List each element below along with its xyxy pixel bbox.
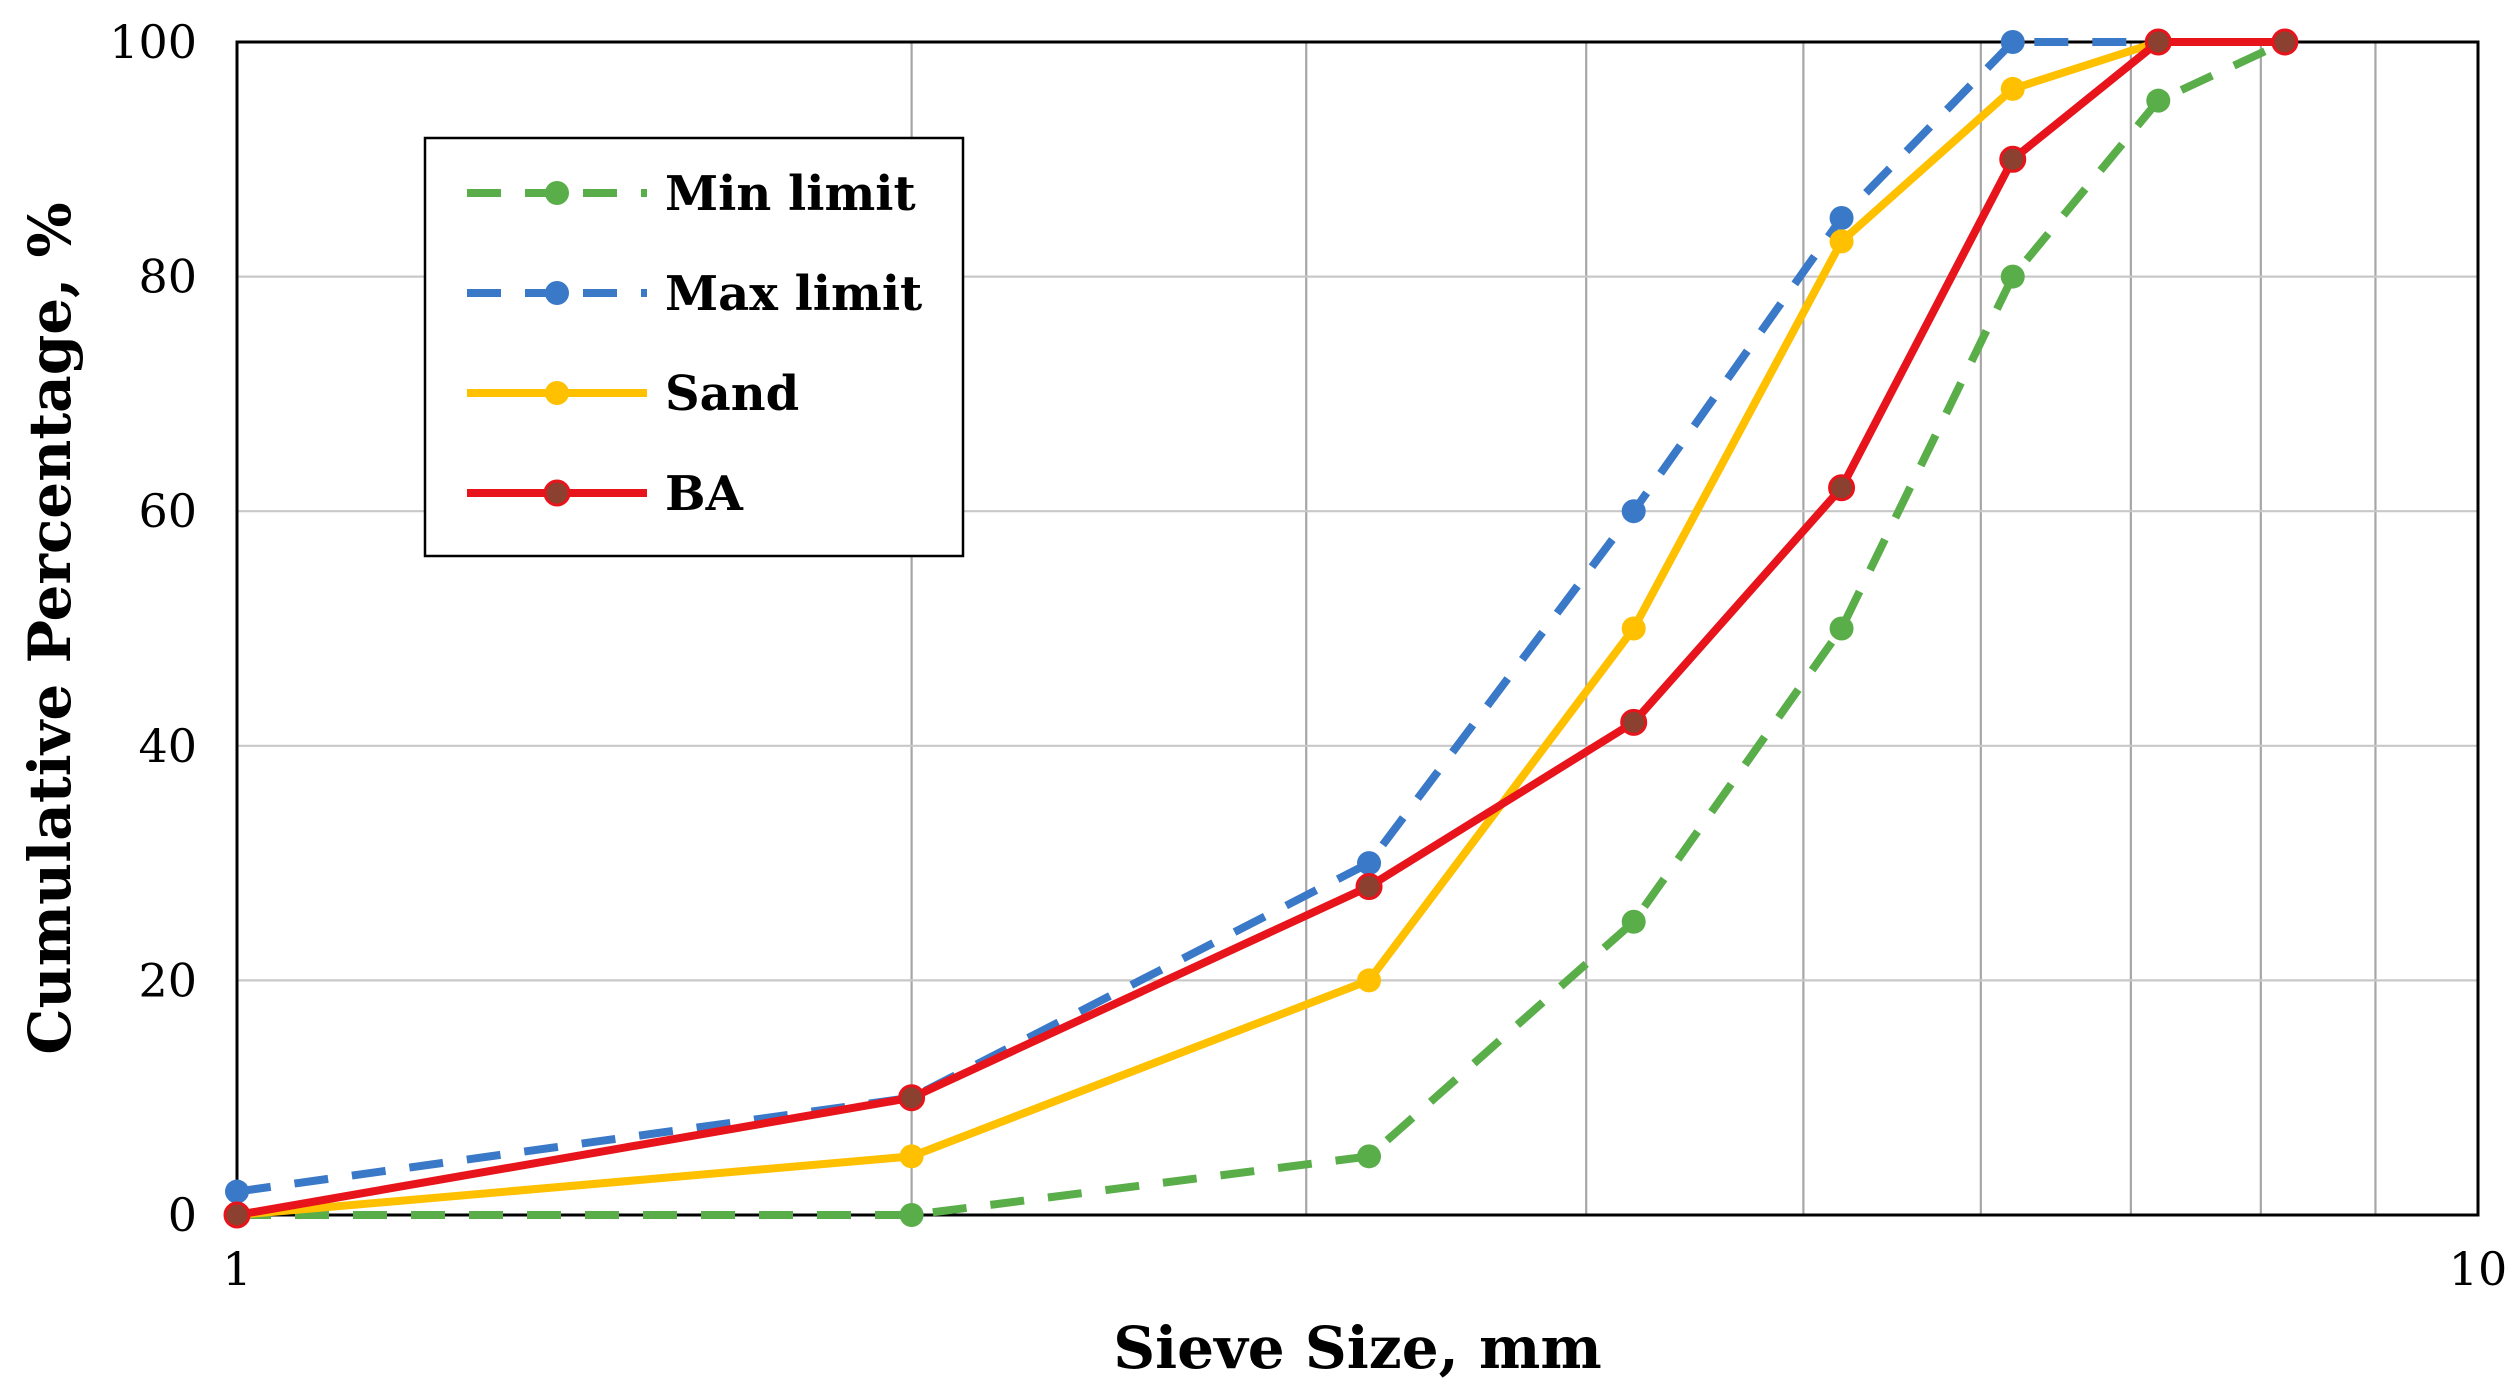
legend-marker-sand (545, 381, 569, 405)
data-point-min-limit (2000, 264, 2025, 289)
data-point-min-limit (2146, 88, 2171, 113)
data-point-min-limit (899, 1203, 924, 1227)
data-point-ba (1620, 708, 1648, 736)
data-point-min-limit (1829, 616, 1854, 641)
tick-labels: 0 20 40 60 80 100 1 10 (109, 15, 2507, 1296)
series-layer (223, 28, 2299, 1229)
legend-item-min-limit: Min limit (467, 166, 916, 222)
x-tick-label: 1 (222, 1242, 251, 1296)
legend-label-min-limit: Min limit (665, 166, 916, 222)
legend-item-ba: BA (467, 466, 744, 522)
legend-items: Min limit Max limit Sand BA (467, 166, 922, 522)
y-tick-label: 80 (138, 250, 197, 304)
data-point-max-limit (1829, 205, 1854, 230)
data-point-ba (2271, 28, 2299, 56)
data-point-min-limit (1621, 909, 1646, 934)
data-point-sand (1357, 968, 1382, 993)
legend-marker-ba (543, 479, 571, 507)
y-tick-label: 60 (138, 484, 197, 538)
legend-item-sand: Sand (467, 366, 799, 422)
legend-marker-max-limit (545, 281, 569, 305)
data-point-ba (1355, 873, 1383, 901)
data-point-max-limit (225, 1179, 249, 1204)
data-point-sand (1621, 616, 1646, 641)
data-point-ba (1828, 474, 1856, 502)
data-point-max-limit (2000, 30, 2025, 54)
legend-label-sand: Sand (665, 366, 799, 422)
data-point-sand (899, 1144, 924, 1169)
y-axis-title: Cumulative Percentage, % (16, 202, 84, 1054)
legend-label-max-limit: Max limit (665, 266, 922, 322)
data-point-ba (2144, 28, 2172, 56)
data-point-sand (1829, 229, 1854, 254)
data-point-sand (2000, 76, 2025, 101)
series-ba (223, 28, 2299, 1229)
data-point-max-limit (1357, 851, 1382, 876)
y-tick-label: 100 (109, 15, 197, 69)
data-point-ba (898, 1084, 926, 1112)
x-tick-label: 10 (2449, 1242, 2508, 1296)
legend-box (423, 136, 965, 558)
x-axis-title: Sieve Size, mm (1113, 1314, 1602, 1382)
y-tick-label: 40 (138, 719, 197, 773)
legend-marker-min-limit (545, 181, 569, 205)
data-point-max-limit (1621, 499, 1646, 524)
plot-frame (235, 40, 2480, 1217)
data-point-ba (223, 1201, 251, 1229)
data-point-min-limit (1357, 1144, 1382, 1169)
grid-lines (237, 42, 2478, 1215)
y-tick-label: 0 (168, 1188, 197, 1242)
legend-item-max-limit: Max limit (467, 266, 922, 322)
legend-label-ba: BA (665, 466, 744, 522)
series-line-ba (236, 38, 2285, 1219)
legend: Min limit Max limit Sand BA (423, 136, 965, 558)
y-tick-label: 20 (138, 953, 197, 1007)
data-point-ba (1999, 145, 2027, 173)
